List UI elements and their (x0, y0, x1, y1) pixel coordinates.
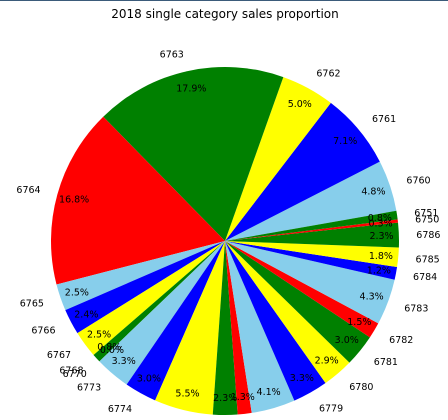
pct-label-6786: 2.3% (369, 231, 393, 242)
pie-slices (50, 67, 400, 415)
pie-slice-6760 (225, 161, 397, 241)
pct-label-6775: 5.5% (175, 389, 199, 400)
pie-slice-6778 (225, 241, 295, 413)
category-label-6768: 6768 (59, 365, 83, 376)
pie-slice-6761 (225, 102, 380, 241)
category-label-6766: 6766 (31, 325, 55, 336)
pct-label-6776: 2.3% (213, 393, 237, 404)
pie-slice-6765 (56, 241, 225, 311)
pct-label-6785: 1.8% (369, 251, 393, 262)
pct-label-6777: 1.3% (231, 392, 255, 403)
category-label-6761: 6761 (372, 114, 396, 125)
pie-slice-6766 (65, 241, 226, 334)
pie-slice-6763 (103, 67, 284, 241)
pct-label-6760: 4.8% (361, 187, 385, 198)
category-label-6751: 6751 (414, 208, 438, 219)
pct-label-6773: 3.3% (112, 356, 136, 367)
category-label-6784: 6784 (413, 272, 437, 283)
pie-slice-6777 (225, 241, 252, 415)
category-label-6762: 6762 (316, 68, 340, 79)
pct-label-6764: 16.8% (59, 194, 89, 205)
pct-label-6750: 0.3% (368, 218, 392, 229)
pie-slice-6750 (225, 219, 399, 241)
category-label-6764: 6764 (16, 185, 40, 196)
pct-label-6784: 1.2% (367, 266, 391, 277)
category-label-6779: 6779 (319, 403, 343, 414)
category-label-6774: 6774 (108, 404, 132, 415)
pie-labels: 4.8% 6760 7.1% 6761 5.0% 6762 17.9% 6763 16.8% 67… (16, 50, 440, 415)
category-label-6781: 6781 (374, 357, 398, 368)
pct-label-6766: 2.4% (74, 309, 98, 320)
pct-label-6778: 4.1% (257, 387, 281, 398)
pie-slice-6762 (225, 77, 331, 242)
pct-label-6765: 2.5% (65, 287, 89, 298)
category-label-6786: 6786 (416, 230, 440, 241)
pct-label-6763: 17.9% (176, 84, 206, 95)
category-label-6763: 6763 (160, 50, 184, 61)
pct-label-6779: 3.3% (290, 373, 314, 384)
pct-label-6761: 7.1% (333, 136, 357, 147)
pie-slice-6776 (212, 241, 238, 415)
category-label-6785: 6785 (416, 254, 440, 265)
category-label-6773: 6773 (77, 382, 101, 393)
pie-slice-6751 (225, 210, 398, 241)
pct-label-6767: 2.5% (87, 330, 111, 341)
pct-label-6770: 0.0% (100, 345, 124, 356)
category-label-6783: 6783 (404, 304, 428, 315)
pie-slice-6764 (50, 116, 226, 285)
pct-label-6783: 4.3% (360, 292, 384, 303)
window-top-border (0, 0, 448, 1)
category-label-6765: 6765 (20, 299, 44, 310)
pie-slice-6768 (93, 241, 225, 362)
pct-label-6781: 3.0% (335, 335, 359, 346)
pie-slice-6779 (225, 241, 326, 401)
pct-label-6782: 1.5% (347, 317, 371, 328)
pie-slice-6785 (225, 241, 399, 267)
pie-slice-6783 (225, 241, 395, 324)
category-label-6767: 6767 (47, 350, 71, 361)
category-label-6782: 6782 (389, 335, 413, 346)
category-label-6750: 6750 (415, 214, 439, 225)
pie-slice-6782 (225, 241, 379, 338)
pie-slice-6784 (225, 241, 398, 280)
pct-label-6751: 0.8% (368, 213, 392, 224)
pct-label-6768: 0.8% (97, 342, 121, 353)
pie-slice-6767 (77, 241, 225, 355)
pie-slice-6775 (155, 241, 225, 415)
pct-label-6762: 5.0% (288, 99, 312, 110)
pct-label-6774: 3.0% (137, 373, 161, 384)
chart-title: 2018 single category sales proportion (111, 7, 338, 21)
category-label-6770: 6770 (63, 369, 87, 380)
pie-slice-6781 (225, 241, 370, 363)
pie-slice-6780 (225, 241, 350, 384)
pct-label-6780: 2.9% (315, 356, 339, 367)
pie-slice-6786 (225, 222, 400, 248)
category-label-6780: 6780 (349, 382, 373, 393)
category-label-6760: 6760 (406, 176, 430, 187)
pie-slice-6774 (126, 241, 225, 401)
pie-slice-6773 (99, 241, 225, 385)
